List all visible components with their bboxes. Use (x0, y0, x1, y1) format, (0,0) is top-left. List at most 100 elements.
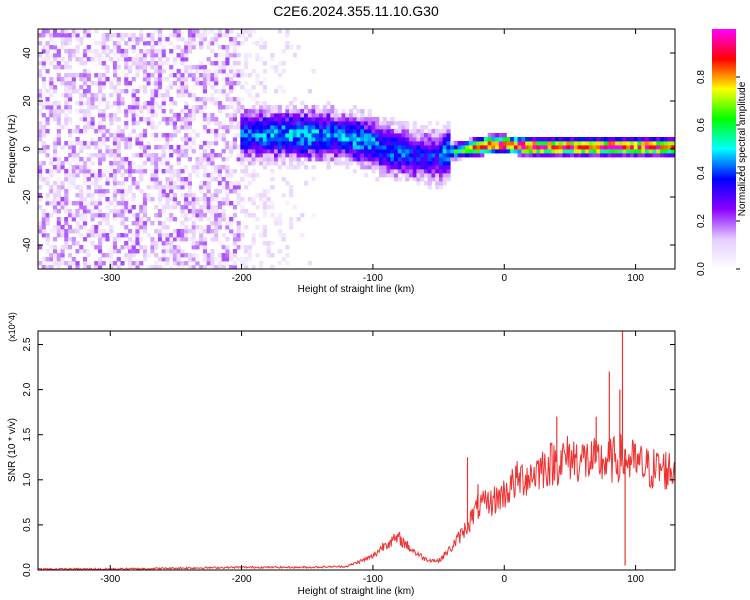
spectrogram-cell (232, 265, 237, 269)
spectrogram-cell (446, 129, 451, 134)
spectrogram-cell (390, 141, 395, 146)
spectrogram-cell (150, 249, 155, 254)
spectrogram-cell (56, 117, 61, 122)
spectrogram-cell (124, 209, 129, 214)
spectrogram-cell (206, 29, 211, 34)
spectrogram-cell (615, 149, 620, 154)
spectrogram-cell (262, 165, 267, 170)
spectrogram-cell (135, 41, 140, 46)
spectrogram-cell (240, 137, 245, 142)
spectrogram-cell (315, 113, 320, 118)
spectrogram-cell (206, 201, 211, 206)
spectrogram-cell (375, 145, 380, 150)
spectrogram-cell (217, 33, 223, 38)
spectrogram-cell (97, 209, 103, 214)
spectrogram-cell (75, 229, 80, 234)
spectrogram-cell (304, 129, 309, 134)
spectrogram-cell (124, 125, 129, 130)
spectrogram-cell (90, 137, 95, 142)
spectrogram-cell (244, 153, 249, 158)
spectrogram-cell (79, 73, 84, 78)
spectrogram-cell (101, 45, 106, 50)
spectrogram-cell (94, 49, 99, 54)
spectrogram-cell (135, 265, 140, 269)
spectrogram-cell (109, 173, 114, 178)
x-tick-label: 0 (501, 574, 507, 585)
spectrogram-cell (461, 149, 466, 154)
spectrogram-cell (558, 137, 563, 142)
spectrogram-cell (352, 121, 357, 126)
spectrogram-cell (60, 185, 65, 190)
spectrogram-cell (184, 65, 189, 70)
spectrogram-cell (229, 145, 234, 150)
spectrogram-cell (116, 109, 121, 114)
spectrogram-cell (217, 241, 223, 246)
spectrogram-cell (307, 125, 312, 130)
spectrogram-cell (79, 185, 84, 190)
spectrogram-cell (240, 209, 245, 214)
spectrogram-cell (60, 29, 65, 34)
spectrogram-cell (180, 261, 185, 266)
spectrogram-cell (247, 173, 252, 178)
spectrogram-cell (135, 225, 140, 230)
figure-title: C2E6.2024.355.11.10.G30 (273, 3, 439, 19)
spectrogram-cell (161, 225, 166, 230)
spectrogram-cell (146, 53, 151, 58)
spectrogram-cell (127, 189, 133, 194)
spectrogram-cell (360, 145, 365, 150)
spectrogram-cell (124, 253, 129, 258)
spectrogram-cell (191, 169, 196, 174)
spectrogram-cell (94, 189, 99, 194)
spectrogram-cell (289, 221, 294, 226)
spectrogram-cell (405, 133, 410, 138)
spectrogram-cell (352, 113, 357, 118)
spectrogram-cell (112, 193, 118, 198)
spectrogram-cell (337, 117, 342, 122)
spectrogram-cell (38, 125, 43, 130)
spectrogram-cell (311, 141, 316, 146)
spectrogram-cell (266, 161, 271, 166)
spectrogram-cell (251, 197, 256, 202)
spectrogram-cell (180, 229, 185, 234)
spectrogram-cell (154, 205, 159, 210)
spectrogram-cell (229, 41, 234, 46)
spectrogram-cell (281, 69, 286, 74)
spectrogram-cell (371, 121, 376, 126)
spectrogram-cell (274, 89, 279, 94)
spectrogram-cell (386, 141, 391, 146)
spectrogram-cell (41, 129, 46, 134)
spectrogram-cell (378, 173, 384, 178)
spectrogram-cell (199, 165, 204, 170)
spectrogram-cell (120, 161, 125, 166)
spectrogram-cell (180, 233, 185, 238)
spectrogram-cell (101, 81, 106, 86)
spectrogram-cell (285, 125, 290, 130)
spectrogram-cell (202, 185, 208, 190)
spectrogram-cell (217, 101, 223, 106)
spectrogram-cell (49, 109, 54, 114)
spectrogram-cell (191, 253, 196, 258)
spectrogram-cell (139, 217, 144, 222)
spectrogram-cell (315, 125, 320, 130)
spectrogram-cell (105, 177, 110, 182)
spectrogram-cell (304, 141, 309, 146)
spectrogram-cell (187, 193, 193, 198)
spectrogram-cell (127, 229, 133, 234)
spectrogram-cell (154, 105, 159, 110)
spectrogram-cell (38, 113, 43, 118)
spectrogram-cell (161, 117, 166, 122)
spectrogram-cell (349, 137, 354, 142)
spectrogram-cell (225, 57, 230, 62)
spectrogram-cell (285, 117, 290, 122)
spectrogram-cell (330, 149, 335, 154)
spectrogram-cell (262, 89, 267, 94)
spectrogram-cell (157, 57, 163, 62)
spectrogram-cell (570, 141, 575, 146)
spectrogram-cell (176, 85, 181, 90)
spectrogram-cell (390, 173, 395, 178)
spectrogram-cell (169, 213, 174, 218)
spectrogram-cell (408, 129, 414, 134)
spectrogram-cell (184, 237, 189, 242)
spectrogram-cell (337, 153, 342, 158)
spectrogram-cell (154, 133, 159, 138)
